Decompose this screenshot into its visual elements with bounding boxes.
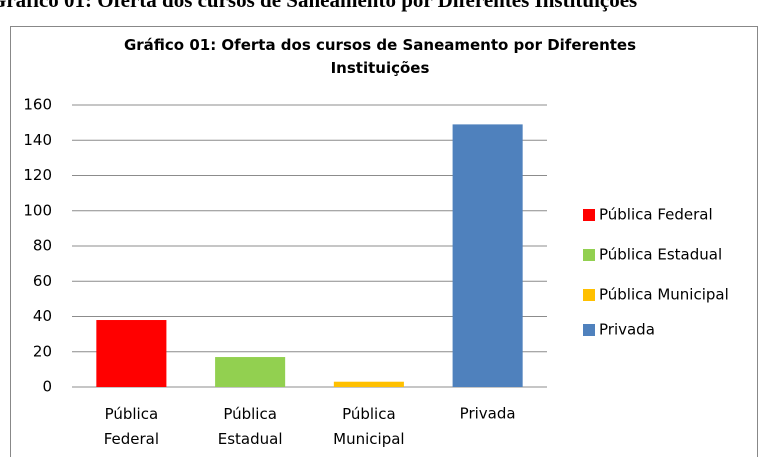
legend-swatch xyxy=(583,249,595,261)
caption: Gráfico 01: Oferta dos cursos de Saneame… xyxy=(0,0,638,12)
bar xyxy=(333,381,404,387)
x-tick-label: Pública Federal xyxy=(104,405,159,448)
legend-label: Privada xyxy=(599,321,655,339)
y-tick-label: 100 xyxy=(23,201,52,219)
y-tick-label: 20 xyxy=(33,342,52,360)
x-tick-line: Estadual xyxy=(218,430,283,448)
bar xyxy=(215,357,286,387)
chart-frame xyxy=(10,26,758,457)
chart-title: Gráfico 01: Oferta dos cursos de Saneame… xyxy=(124,36,636,77)
legend-label: Pública Federal xyxy=(599,206,713,224)
title-line: Instituições xyxy=(331,59,430,77)
x-tick-line: Municipal xyxy=(333,430,404,448)
y-tick-label: 80 xyxy=(33,237,52,255)
x-tick-line: Pública xyxy=(105,405,159,423)
y-tick-label: 40 xyxy=(33,307,52,325)
y-tick-label: 160 xyxy=(23,96,52,114)
y-tick-label: 0 xyxy=(42,378,52,396)
x-tick-label: Pública Estadual xyxy=(218,405,283,448)
x-tick-line: Federal xyxy=(104,430,159,448)
legend-label: Pública Estadual xyxy=(599,246,722,264)
legend-swatch xyxy=(583,209,595,221)
legend-swatch xyxy=(583,289,595,301)
legend-swatch xyxy=(583,324,595,336)
legend-label: Pública Municipal xyxy=(599,286,729,304)
y-tick-label: 140 xyxy=(23,131,52,149)
y-tick-label: 120 xyxy=(23,166,52,184)
x-tick-label: Pública Municipal xyxy=(333,405,404,448)
title-line: Gráfico 01: Oferta dos cursos de Saneame… xyxy=(124,36,636,54)
bar xyxy=(96,320,167,387)
bar xyxy=(452,124,523,387)
x-tick-line: Pública xyxy=(223,405,277,423)
y-tick-label: 60 xyxy=(33,272,52,290)
x-tick-label: Privada xyxy=(460,405,516,423)
x-tick-line: Pública xyxy=(342,405,396,423)
